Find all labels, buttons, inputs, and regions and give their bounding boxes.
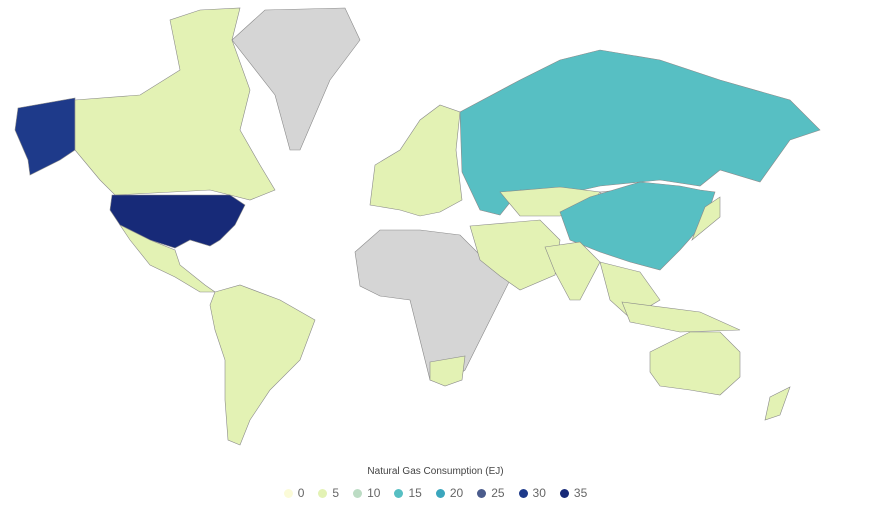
region-united-states[interactable] bbox=[109, 194, 246, 249]
legend-item[interactable]: 20 bbox=[435, 486, 464, 500]
region-new-zealand[interactable] bbox=[764, 386, 791, 421]
region-africa[interactable] bbox=[354, 229, 511, 386]
legend-swatch bbox=[435, 488, 445, 498]
region-indonesia[interactable] bbox=[621, 301, 741, 333]
region-japan[interactable] bbox=[691, 196, 721, 241]
region-india[interactable] bbox=[544, 241, 601, 301]
region-south-america[interactable] bbox=[209, 284, 316, 446]
world-map bbox=[14, 7, 821, 446]
legend-item[interactable]: 30 bbox=[518, 486, 546, 500]
legend-label: 5 bbox=[332, 486, 340, 500]
legend-label: 25 bbox=[491, 486, 505, 500]
region-europe[interactable] bbox=[369, 104, 463, 217]
legend-item[interactable]: 35 bbox=[559, 486, 588, 500]
region-south-africa[interactable] bbox=[429, 355, 466, 387]
region-australia[interactable] bbox=[649, 331, 741, 396]
legend-title: Natural Gas Consumption (EJ) bbox=[367, 466, 504, 477]
legend-swatch bbox=[353, 488, 363, 498]
legend-swatch bbox=[283, 488, 293, 498]
legend-swatch bbox=[518, 488, 528, 498]
legend-label: 30 bbox=[532, 486, 546, 500]
legend-label: 20 bbox=[449, 486, 464, 500]
legend-item[interactable]: 0 bbox=[283, 486, 305, 500]
region-russia[interactable] bbox=[459, 49, 821, 216]
legend-item[interactable]: 25 bbox=[477, 486, 505, 500]
legend-item[interactable]: 10 bbox=[353, 486, 380, 500]
legend-swatch bbox=[318, 488, 328, 498]
legend-label: 0 bbox=[297, 486, 305, 500]
legend-swatch bbox=[394, 488, 404, 498]
region-greenland[interactable] bbox=[231, 7, 361, 151]
legend-swatch bbox=[477, 488, 487, 498]
legend-item[interactable]: 15 bbox=[394, 486, 422, 500]
region-alaska[interactable] bbox=[14, 97, 76, 176]
region-canada[interactable] bbox=[74, 7, 276, 201]
legend-label: 15 bbox=[408, 486, 422, 500]
legend-swatch bbox=[559, 488, 569, 498]
legend-item[interactable]: 5 bbox=[318, 486, 339, 500]
legend-label: 10 bbox=[367, 486, 381, 500]
legend: 0 5 10 15 20 25 30 35 bbox=[0, 486, 871, 500]
region-middle-east[interactable] bbox=[469, 219, 561, 291]
legend-label: 35 bbox=[573, 486, 588, 500]
